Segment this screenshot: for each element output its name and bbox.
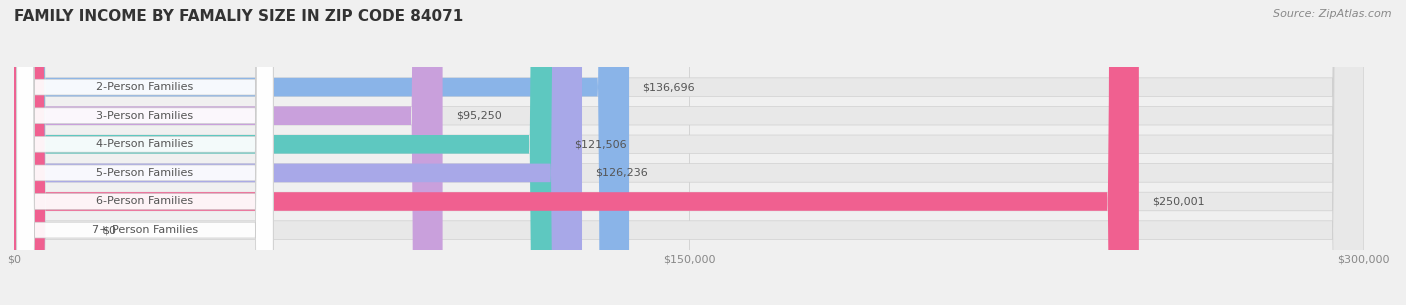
FancyBboxPatch shape bbox=[14, 0, 1364, 305]
FancyBboxPatch shape bbox=[14, 0, 1139, 305]
FancyBboxPatch shape bbox=[17, 0, 273, 305]
FancyBboxPatch shape bbox=[14, 0, 1364, 305]
Text: Source: ZipAtlas.com: Source: ZipAtlas.com bbox=[1274, 9, 1392, 19]
FancyBboxPatch shape bbox=[14, 0, 628, 305]
Text: 4-Person Families: 4-Person Families bbox=[97, 139, 194, 149]
FancyBboxPatch shape bbox=[14, 0, 1364, 305]
Text: 3-Person Families: 3-Person Families bbox=[97, 111, 194, 121]
Text: $126,236: $126,236 bbox=[596, 168, 648, 178]
FancyBboxPatch shape bbox=[14, 0, 443, 305]
Text: $0: $0 bbox=[101, 225, 115, 235]
FancyBboxPatch shape bbox=[17, 0, 273, 305]
FancyBboxPatch shape bbox=[17, 0, 273, 305]
Text: $121,506: $121,506 bbox=[574, 139, 627, 149]
Text: $95,250: $95,250 bbox=[456, 111, 502, 121]
FancyBboxPatch shape bbox=[14, 0, 1364, 305]
FancyBboxPatch shape bbox=[14, 0, 1364, 305]
FancyBboxPatch shape bbox=[17, 0, 273, 305]
Text: $136,696: $136,696 bbox=[643, 82, 695, 92]
FancyBboxPatch shape bbox=[14, 0, 1364, 305]
Text: 6-Person Families: 6-Person Families bbox=[97, 196, 194, 206]
FancyBboxPatch shape bbox=[14, 0, 561, 305]
Text: 7+ Person Families: 7+ Person Families bbox=[91, 225, 198, 235]
FancyBboxPatch shape bbox=[14, 0, 582, 305]
Text: $250,001: $250,001 bbox=[1153, 196, 1205, 206]
Text: 5-Person Families: 5-Person Families bbox=[97, 168, 194, 178]
FancyBboxPatch shape bbox=[17, 0, 273, 305]
Text: 2-Person Families: 2-Person Families bbox=[97, 82, 194, 92]
Text: FAMILY INCOME BY FAMALIY SIZE IN ZIP CODE 84071: FAMILY INCOME BY FAMALIY SIZE IN ZIP COD… bbox=[14, 9, 464, 24]
FancyBboxPatch shape bbox=[17, 0, 273, 305]
